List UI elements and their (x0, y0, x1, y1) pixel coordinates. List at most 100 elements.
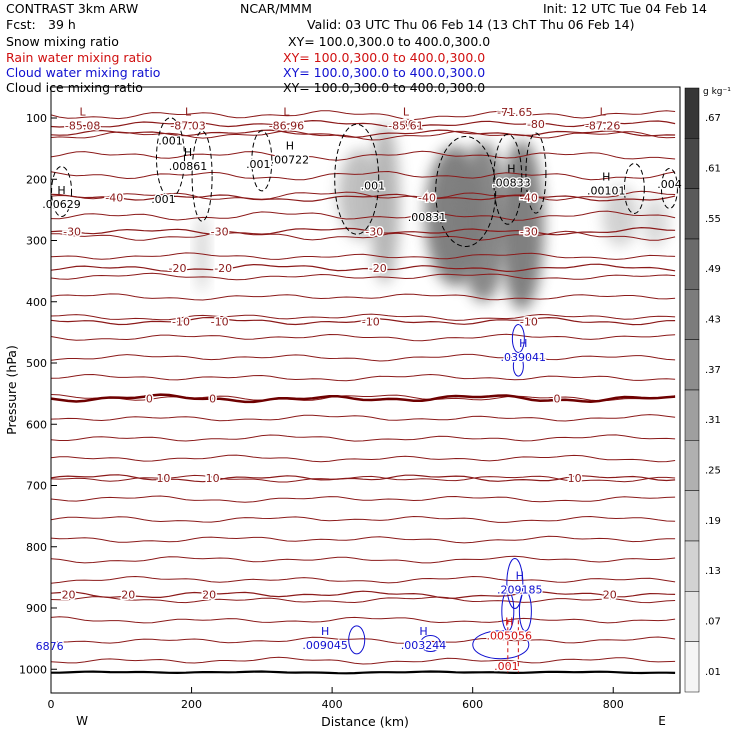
contour-line-19 (50, 495, 676, 503)
isotherm-5 (50, 316, 676, 326)
extremum-value-17: .039041 (501, 351, 547, 364)
x-tick-label-4: 800 (603, 698, 624, 711)
extremum-kind-1: L (80, 105, 87, 118)
contour-line-10 (50, 313, 676, 321)
contour-line-13 (50, 373, 676, 382)
contour-line-21 (50, 535, 676, 544)
extremum-kind-17: H (519, 337, 527, 350)
colorbar: .67 .61 .55 .49 .43 .37 .31 .25 .19 .13 .07 .01 g kg… (684, 87, 731, 693)
isotherm-label-3-3: -30 (520, 225, 538, 238)
contour-line-15 (50, 414, 676, 422)
isotherm-label-6-2: 0 (554, 393, 561, 406)
isotherm-label-5-1: -10 (211, 315, 229, 328)
extremum-value-1: -85.08 (65, 119, 100, 132)
extremum-kind-21: H (321, 625, 329, 638)
contour-line-23 (50, 575, 676, 584)
isotherm-label-4-0: -20 (169, 262, 187, 275)
extremum-value-18: .209185 (497, 584, 543, 597)
extremum-value-2: -87.03 (170, 119, 205, 132)
field-xy-snow: XY= 100.0,300.0 to 400.0,300.0 (288, 34, 491, 49)
colorbar-segment-11 (684, 641, 700, 693)
colorbar-label-4: .43 (705, 315, 721, 326)
isotherm-7 (50, 474, 676, 483)
snow-shade-4 (458, 142, 509, 303)
temperature-contours (50, 110, 676, 675)
isotherm-label-6-1: 0 (209, 393, 216, 406)
colorbar-label-6: .31 (705, 415, 721, 426)
colorbar-label-2: .55 (705, 214, 721, 225)
extremum-value-10: .00722 (271, 154, 310, 167)
isotherm-3 (50, 226, 676, 236)
isotherm-label-7-0: 10 (156, 472, 170, 485)
snow-shade-7 (641, 197, 670, 248)
cloud-water-contour-1 (512, 355, 524, 377)
ice-contour-7 (623, 162, 645, 214)
ice-contour-2 (251, 130, 273, 192)
x-tick-label-0: 0 (48, 698, 55, 711)
cloud-water-contour-0 (511, 324, 525, 353)
colorbar-segment-10 (684, 591, 700, 642)
rain-contour (507, 620, 519, 673)
y-tick-label-3: 400 (26, 296, 47, 309)
colorbar-label-3: .49 (705, 264, 721, 275)
isotherm-label-3-0: -30 (63, 225, 81, 238)
colorbar-segment-8 (684, 490, 700, 542)
extremum-kind-8: H (184, 146, 192, 159)
isotherm-label-0-1: -80 (527, 118, 545, 131)
contour-line-17 (50, 454, 676, 463)
snow-shade-6 (602, 186, 639, 246)
contour-line-4 (50, 190, 676, 201)
y-tick-label-0: 100 (26, 112, 47, 125)
isotherm-label-7-2: 10 (568, 472, 582, 485)
isotherm-8 (50, 590, 676, 599)
extremum-value-20: .001 (494, 660, 519, 673)
field-xy-rain: XY= 100.0,300.0 to 400.0,300.0 (283, 50, 486, 65)
ice-contour-0 (155, 117, 185, 199)
contour-line-1 (50, 130, 676, 141)
extremum-value-13: .00833 (492, 176, 531, 189)
colorbar-segment-7 (684, 440, 700, 491)
contour-line-16 (50, 434, 676, 442)
isotherm-label-8-2: 20 (202, 589, 216, 602)
snow-shade-0 (196, 212, 209, 293)
colorbar-label-5: .37 (705, 365, 721, 376)
extremum-value-23: 6876 (36, 640, 64, 653)
contour-line-11 (50, 333, 676, 342)
mixing-ratio-contours (51, 117, 678, 673)
isotherm-label-6-0: 0 (146, 393, 153, 406)
x-tick-label-2: 400 (322, 698, 343, 711)
colorbar-label-0: .67 (705, 113, 721, 124)
extremum-kind-13: H (507, 162, 515, 175)
colorbar-segment-1 (684, 138, 700, 189)
colorbar-segment-5 (684, 339, 700, 391)
extremum-value-21: .009045 (302, 639, 348, 652)
cloud-water-contour-2 (472, 630, 530, 660)
extremum-value-0: .00629 (42, 198, 81, 211)
extremum-value-15: .00101 (587, 184, 626, 197)
y-tick-label-9: 1000 (19, 663, 47, 676)
extremum-kind-19: H (505, 616, 513, 629)
valid-time: Valid: 03 UTC Thu 06 Feb 14 (13 ChT Thu … (307, 17, 635, 32)
isotherm-6 (50, 393, 676, 404)
isotherm-label-3-1: -30 (211, 225, 229, 238)
isotherm-label-5-2: -10 (362, 315, 380, 328)
init-time: Init: 12 UTC Tue 04 Feb 14 (543, 1, 708, 16)
isotherm-label-7-1: 10 (206, 472, 220, 485)
isotherm-label-2-2: -40 (520, 192, 538, 205)
colorbar-label-8: .19 (705, 516, 721, 527)
isotherm-0 (50, 119, 676, 129)
colorbar-segment-2 (684, 188, 700, 240)
extremum-kind-22: H (419, 625, 427, 638)
ice-contour-1 (191, 130, 213, 222)
ice-contour-3 (334, 123, 380, 235)
extremum-value-8: .00861 (169, 160, 208, 173)
contour-line-8 (50, 272, 676, 281)
colorbar-segment-0 (684, 87, 700, 139)
colorbar-segment-9 (684, 540, 700, 592)
contour-line-5 (50, 210, 676, 221)
colorbar-label-9: .13 (705, 566, 721, 577)
isotherm-label-8-3: 20 (603, 589, 617, 602)
chart-title: CONTRAST 3km ARW (6, 1, 139, 16)
extremum-value-12: .001 (361, 179, 386, 192)
